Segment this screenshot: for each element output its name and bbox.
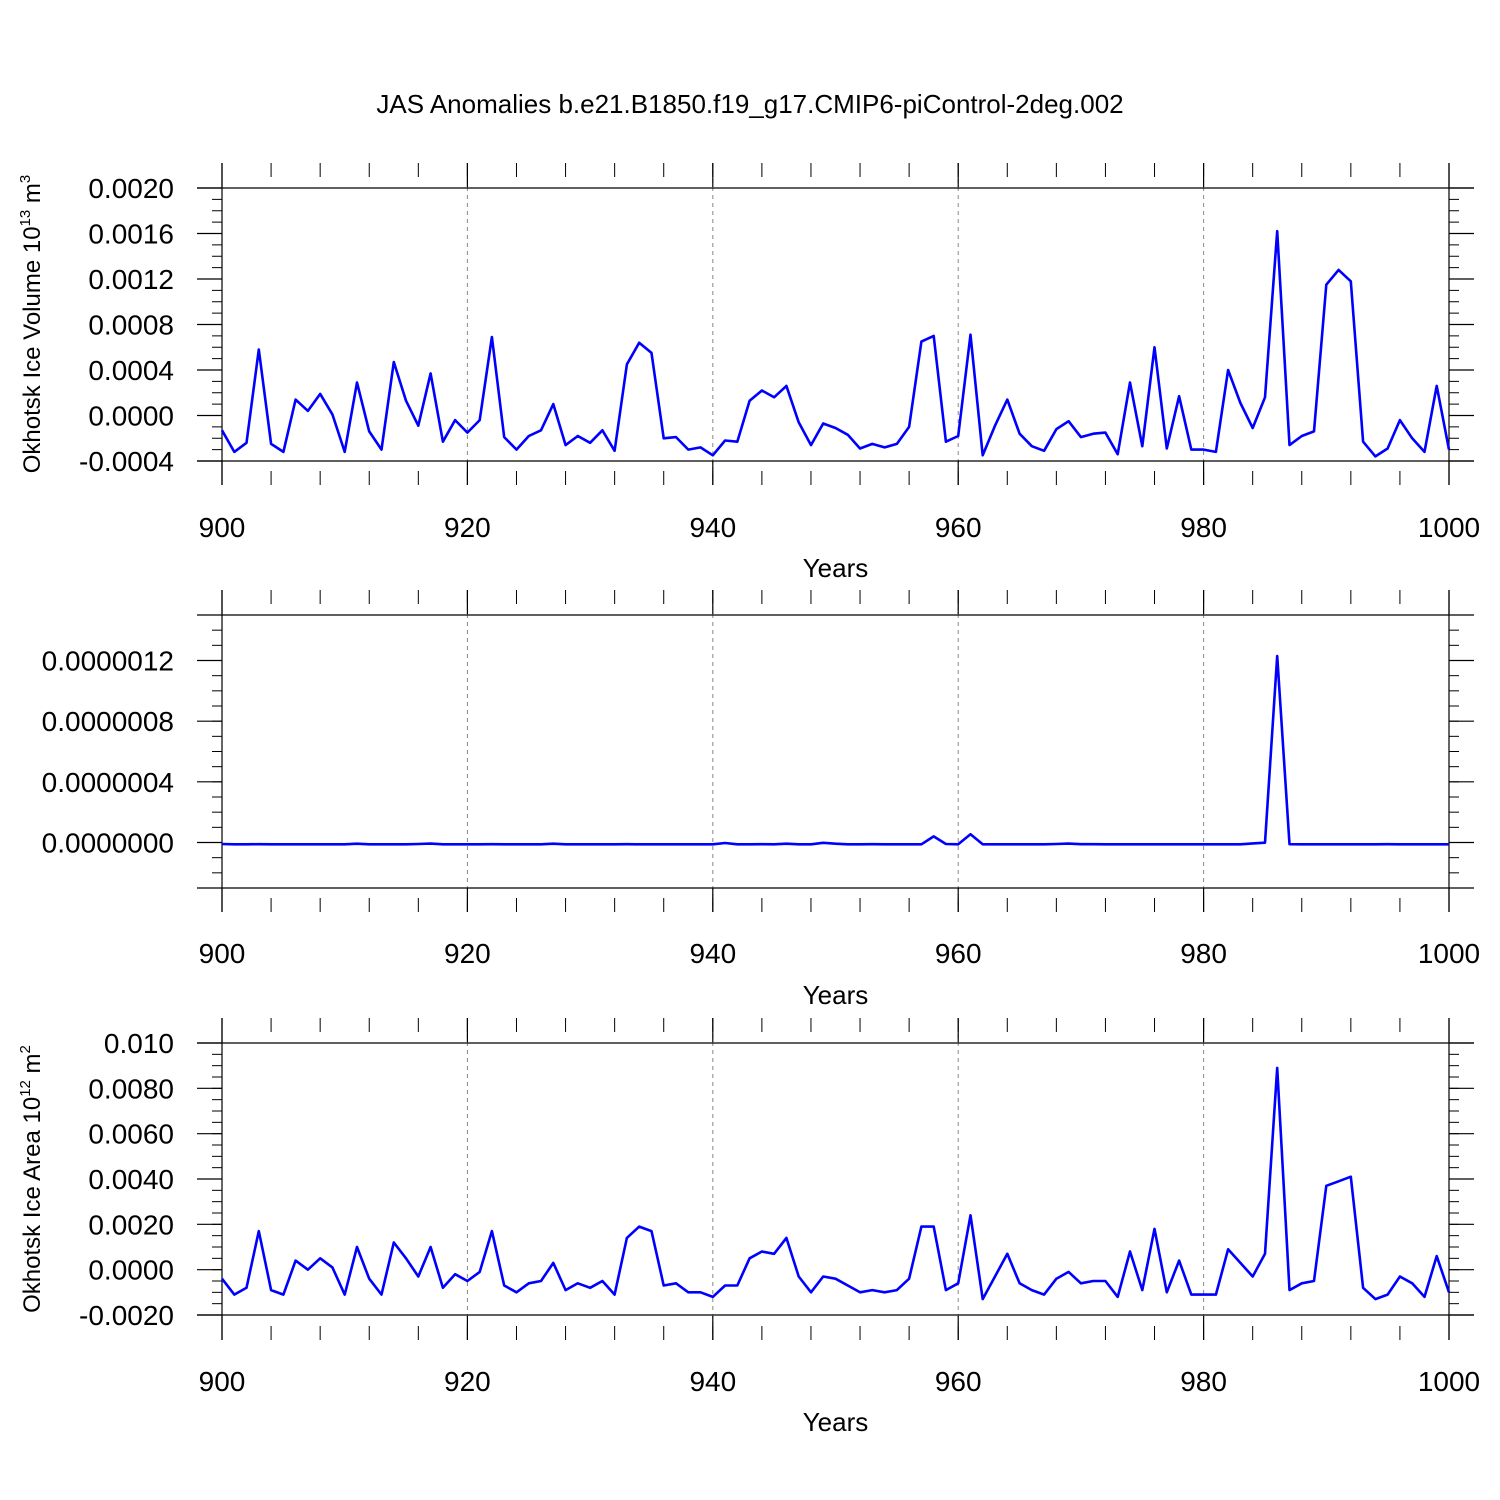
x-tick-label: 960: [935, 938, 982, 969]
y-tick-label: 0.0020: [88, 173, 174, 204]
x-tick-label: 940: [689, 938, 736, 969]
x-tick-label: 920: [444, 512, 491, 543]
x-tick-label: 900: [199, 1366, 246, 1397]
chart-panels: 900 920 940 960 980 1000 -0.0004 0.0000 0.0004 0.…: [17, 163, 1480, 1437]
y-axis-label-exponent: 13: [17, 210, 34, 227]
y-tick-label: 0.0000: [88, 1255, 174, 1286]
panel-3: 900 920 940 960 980 1000 -0.0020 0.0000 0.0020 0.…: [17, 1018, 1480, 1437]
y-tick-label: 0.0020: [88, 1209, 174, 1240]
y-axis-label-main: Okhotsk Ice Area 10: [19, 1097, 46, 1313]
x-tick-label: 1000: [1418, 512, 1480, 543]
x-tick-label: 980: [1180, 1366, 1227, 1397]
y-tick-label: 0.0004: [88, 355, 174, 386]
y-axis-label-unit: m: [19, 183, 46, 210]
y-tick-label: -0.0020: [79, 1300, 174, 1331]
x-tick-label: 940: [689, 512, 736, 543]
x-tick-label: 900: [199, 512, 246, 543]
y-axis-label-exponent: 12: [17, 1080, 34, 1097]
y-axis-label: Okhotsk Ice Volume 1013 m3: [17, 175, 46, 474]
x-tick-label: 980: [1180, 512, 1227, 543]
y-tick-label: 0.0000012: [42, 646, 174, 677]
y-tick-label: 0.0080: [88, 1073, 174, 1104]
y-axis-label-unit-exponent: 2: [17, 1045, 34, 1053]
y-axis-label-unit: m: [19, 1053, 46, 1080]
y-tick-label: 0.0000: [88, 401, 174, 432]
x-tick-label: 960: [935, 512, 982, 543]
y-tick-label: 0.010: [104, 1028, 174, 1059]
y-axis-label-unit-exponent: 3: [17, 175, 34, 183]
y-tick-label: 0.0008: [88, 310, 174, 341]
panel-2: 900 920 940 960 980 1000 0.0000000 0.0000004 0.0…: [42, 590, 1480, 1010]
x-tick-label: 960: [935, 1366, 982, 1397]
y-axis-label: Okhotsk Ice Area 1012 m2: [17, 1045, 46, 1313]
panel-1: 900 920 940 960 980 1000 -0.0004 0.0000 0.0004 0.…: [17, 163, 1480, 583]
chart-title: JAS Anomalies b.e21.B1850.f19_g17.CMIP6-…: [376, 89, 1123, 119]
x-tick-label: 980: [1180, 938, 1227, 969]
y-tick-label: 0.0000008: [42, 706, 174, 737]
x-tick-label: 940: [689, 1366, 736, 1397]
x-tick-label: 920: [444, 1366, 491, 1397]
x-tick-label: 920: [444, 938, 491, 969]
series-line-1: [220, 1066, 1451, 1301]
y-tick-label: 0.0040: [88, 1164, 174, 1195]
x-tick-label: 1000: [1418, 938, 1480, 969]
x-tick-label: 900: [199, 938, 246, 969]
x-axis-label: Years: [803, 553, 869, 583]
y-tick-label: 0.0016: [88, 219, 174, 250]
series-line-1: [220, 229, 1451, 458]
x-axis-label: Years: [803, 980, 869, 1010]
x-axis-label: Years: [803, 1407, 869, 1437]
y-axis-label-main: Okhotsk Ice Volume 10: [19, 226, 46, 473]
y-tick-label: 0.0060: [88, 1119, 174, 1150]
x-tick-label: 1000: [1418, 1366, 1480, 1397]
y-tick-label: 0.0012: [88, 264, 174, 295]
y-tick-label: -0.0004: [79, 446, 174, 477]
series-line-1: [221, 654, 1449, 846]
y-tick-label: 0.0000000: [42, 828, 174, 859]
y-tick-label: 0.0000004: [42, 767, 174, 798]
